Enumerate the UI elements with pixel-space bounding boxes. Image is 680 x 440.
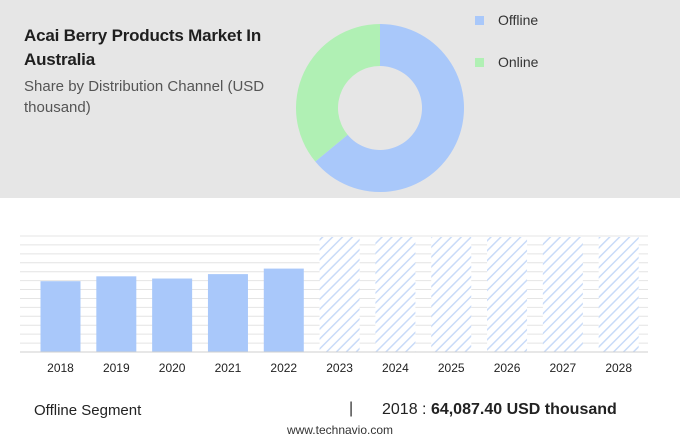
donut-slice-offline [315, 24, 464, 192]
x-tick-label-2025: 2025 [438, 361, 465, 375]
forecast-bar-2024 [375, 237, 416, 352]
forecast-bar-2023 [319, 237, 360, 352]
forecast-bar-2027 [542, 237, 583, 352]
legend-item-online: Online [475, 54, 538, 70]
segment-year: 2018 [382, 401, 418, 418]
footer-separator: | [349, 400, 354, 417]
forecast-bar-2028 [598, 237, 639, 352]
x-tick-label-2026: 2026 [494, 361, 521, 375]
x-tick-label-2028: 2028 [605, 361, 632, 375]
x-tick-label-2023: 2023 [326, 361, 353, 375]
x-tick-label-2024: 2024 [382, 361, 409, 375]
chart-title: Acai Berry Products Market In Australia [24, 26, 262, 69]
bar-2018 [40, 281, 81, 352]
x-tick-label-2018: 2018 [47, 361, 74, 375]
bar-2020 [152, 278, 193, 352]
segment-label: Offline Segment [34, 402, 142, 419]
segment-colon: : [417, 401, 431, 418]
legend-label-online: Online [498, 54, 539, 70]
legend-swatch-offline [475, 15, 484, 25]
donut-chart [296, 23, 464, 192]
legend-swatch-online [475, 57, 484, 67]
source-site: www.technavio.com [286, 423, 394, 437]
legend-item-offline: Offline [475, 12, 538, 28]
bar-2022 [263, 268, 304, 352]
segment-amount: 64,087.40 USD thousand [430, 401, 617, 418]
x-tick-label-2022: 2022 [270, 361, 297, 375]
forecast-bar-2025 [431, 237, 472, 352]
legend-label-offline: Offline [498, 12, 539, 28]
chart-subtitle: Share by Distribution Channel (USD thous… [24, 78, 265, 116]
bar-chart: 2018 2019 2020 2021 2022 2023 2024 2025 2026 2027… [20, 235, 648, 375]
segment-value: 2018 : 64,087.40 USD thousand [382, 401, 617, 419]
x-tick-label-2021: 2021 [215, 361, 242, 375]
x-tick-label-2019: 2019 [103, 361, 130, 375]
bar-2021 [207, 274, 248, 352]
x-tick-label-2020: 2020 [159, 361, 186, 375]
bar-2019 [96, 276, 137, 352]
x-tick-label-2027: 2027 [550, 361, 577, 375]
forecast-bar-2026 [487, 237, 528, 352]
donut-slice-online [296, 23, 380, 162]
